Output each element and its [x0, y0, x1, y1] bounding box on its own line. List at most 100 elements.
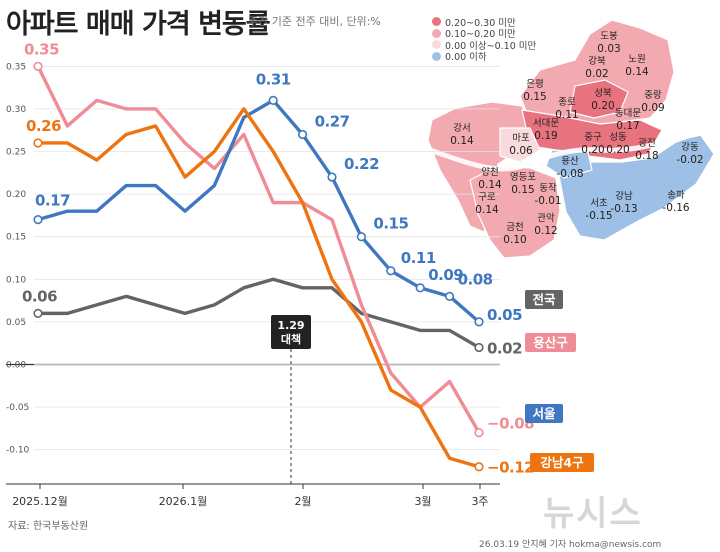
series-name-label: 용산구	[533, 335, 568, 350]
data-point	[356, 232, 367, 242]
x-tick-label: 2025.12월	[12, 495, 68, 508]
district-value: 0.19	[534, 130, 557, 142]
district-value: -0.02	[676, 154, 703, 166]
data-point	[474, 342, 484, 353]
legend-swatch	[432, 28, 441, 38]
district-name: 종로	[558, 97, 576, 108]
district-name: 영등포	[510, 172, 536, 183]
data-point	[33, 61, 43, 71]
data-label: 0.06	[22, 287, 57, 305]
district-value: 0.10	[503, 234, 526, 246]
data-point	[33, 138, 43, 148]
district-name: 도봉	[600, 31, 618, 42]
data-point	[415, 283, 425, 293]
series-badge	[525, 290, 563, 309]
page-subtitle: 주간 기준 전주 대비, 단위:%	[248, 15, 381, 28]
source-note: 자료: 한국부동산원	[8, 521, 89, 532]
legend-swatch	[432, 51, 441, 61]
series-line	[36, 64, 481, 435]
y-tick-label: 0.05	[6, 318, 26, 328]
district-value: 0.18	[635, 150, 658, 162]
district-value: -0.08	[556, 168, 583, 180]
district-name: 강남	[615, 191, 633, 202]
legend-label: 0.00 이상~0.10 미만	[445, 40, 537, 52]
series-line	[36, 277, 481, 350]
district-name: 용산	[561, 156, 579, 167]
map-river	[429, 127, 717, 172]
y-tick-label: 0.10	[6, 275, 26, 285]
district-name: 성북	[594, 88, 612, 99]
district-name: 중랑	[644, 89, 662, 101]
y-tick-label: 0.25	[6, 148, 26, 158]
map-region-southeast	[555, 133, 715, 241]
data-label: 0.11	[401, 249, 436, 267]
series-badge	[525, 333, 576, 352]
map-legend: 0.20~0.30 미만 0.10~0.20 미만 0.00 이상~0.10 미만 0…	[432, 16, 537, 63]
data-point	[33, 215, 43, 225]
legend-swatch	[432, 17, 441, 27]
district-value: 0.20	[591, 100, 614, 112]
district-name: 강동	[681, 142, 699, 153]
data-label: 0.35	[24, 40, 59, 58]
district-value: 0.12	[534, 225, 557, 237]
series-badge	[525, 404, 563, 423]
legend-item: 0.10~0.20 미만	[432, 28, 536, 40]
data-label: 0.26	[26, 117, 61, 135]
series-용산구: 0.35 −0.08 용산구	[24, 40, 576, 438]
district-name: 동대문	[615, 108, 641, 119]
axes: 0.35 0.30 0.25 0.20 0.15 0.10 0.05 0.00 -0.05 -0.…	[6, 62, 500, 508]
series-badge	[530, 453, 594, 472]
district-value: 0.14	[450, 135, 474, 147]
y-tick-label: 0.15	[6, 233, 26, 243]
district-value: -0.13	[610, 203, 637, 215]
data-label: 0.22	[344, 155, 379, 173]
district-name: 중구	[584, 132, 602, 143]
x-tick-label: 3주	[471, 495, 488, 508]
data-label: 0.05	[487, 306, 522, 324]
data-point	[445, 291, 455, 301]
legend-label: 0.20~0.30 미만	[445, 17, 516, 29]
district-value: -0.01	[534, 195, 561, 207]
district-name: 마포	[512, 133, 530, 144]
district-name: 구로	[478, 192, 496, 203]
series-line	[36, 98, 481, 324]
district-value: 0.20	[581, 144, 604, 156]
data-point	[33, 308, 43, 318]
data-point	[268, 95, 278, 105]
district-value: 0.15	[523, 91, 546, 103]
y-tick-label: 0.30	[6, 105, 26, 115]
data-label: 0.08	[458, 270, 493, 288]
data-label: 0.02	[487, 339, 522, 357]
series-전국: 0.06 0.02 전국	[22, 277, 563, 357]
data-point	[474, 428, 484, 438]
series-강남4구: 0.26 −0.12 강남4구	[26, 107, 594, 477]
page-title: 아파트 매매 가격 변동률	[6, 9, 271, 40]
data-point	[474, 462, 484, 472]
data-point	[298, 129, 308, 140]
series-name-label: 전국	[532, 292, 556, 307]
data-label: −0.08	[487, 415, 534, 433]
series-line	[36, 107, 481, 469]
district-name: 노원	[628, 54, 645, 65]
data-point	[327, 172, 337, 182]
legend-item: 0.20~0.30 미만	[432, 16, 536, 29]
data-label: 0.17	[35, 192, 70, 210]
brand-watermark: 뉴시스	[543, 494, 643, 534]
legend-item: 0.00 이하	[432, 51, 536, 63]
y-tick-label: 0.35	[6, 62, 26, 72]
data-point	[386, 266, 396, 276]
y-tick-label: -0.10	[6, 446, 30, 456]
district-value: 0.03	[597, 43, 620, 55]
data-point	[474, 317, 484, 327]
legend-label: 0.10~0.20 미만	[445, 29, 516, 41]
data-label: 0.27	[315, 112, 350, 130]
x-tick-label: 3월	[414, 495, 431, 508]
annotation-box	[271, 315, 311, 349]
district-value: 0.11	[555, 109, 578, 121]
district-name: 성동	[609, 132, 627, 143]
district-value: -0.15	[585, 210, 612, 222]
district-value: 0.17	[616, 120, 639, 132]
district-name: 양천	[481, 167, 498, 178]
